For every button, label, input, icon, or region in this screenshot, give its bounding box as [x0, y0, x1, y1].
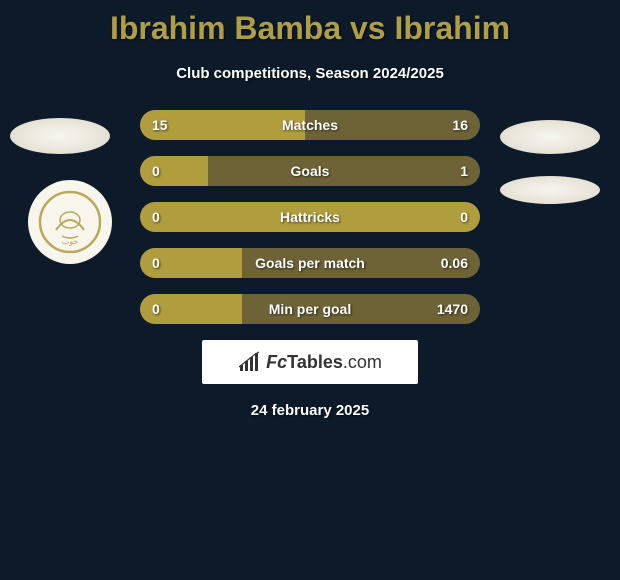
- stats-bars-container: 15 Matches 16 0 Goals 1 0 Hattricks 0 0 …: [140, 110, 480, 324]
- stat-label: Goals: [291, 163, 330, 179]
- stat-label: Hattricks: [280, 209, 340, 225]
- stat-value-right: 0.06: [441, 255, 468, 271]
- stat-value-right: 0: [460, 209, 468, 225]
- player-left-club-badge: خوب: [28, 180, 112, 264]
- bar-right-segment: [208, 156, 480, 186]
- stat-bar-goals: 0 Goals 1: [140, 156, 480, 186]
- stat-label: Min per goal: [269, 301, 351, 317]
- stat-value-left: 15: [152, 117, 168, 133]
- fctables-logo-box: FcTables.com: [202, 340, 418, 384]
- comparison-title: Ibrahim Bamba vs Ibrahim: [0, 0, 620, 47]
- stat-bar-hattricks: 0 Hattricks 0: [140, 202, 480, 232]
- player-left-badge-ellipse: [10, 118, 110, 154]
- stat-label: Goals per match: [255, 255, 365, 271]
- club-crest-icon: خوب: [38, 190, 102, 254]
- stat-bar-min-per-goal: 0 Min per goal 1470: [140, 294, 480, 324]
- svg-text:خوب: خوب: [62, 237, 79, 246]
- stat-value-left: 0: [152, 255, 160, 271]
- stat-value-right: 1: [460, 163, 468, 179]
- stat-bar-matches: 15 Matches 16: [140, 110, 480, 140]
- player-right-badge-ellipse-2: [500, 176, 600, 204]
- bar-chart-icon: [238, 351, 260, 373]
- comparison-date: 24 february 2025: [0, 402, 620, 419]
- stat-bar-goals-per-match: 0 Goals per match 0.06: [140, 248, 480, 278]
- stat-label: Matches: [282, 117, 338, 133]
- player-right-badge-ellipse-1: [500, 120, 600, 154]
- stat-value-right: 1470: [437, 301, 468, 317]
- stat-value-left: 0: [152, 209, 160, 225]
- bar-left-segment: [140, 156, 208, 186]
- comparison-subtitle: Club competitions, Season 2024/2025: [0, 65, 620, 82]
- fctables-logo-text: FcTables.com: [266, 352, 382, 373]
- stat-value-left: 0: [152, 163, 160, 179]
- stat-value-left: 0: [152, 301, 160, 317]
- stat-value-right: 16: [452, 117, 468, 133]
